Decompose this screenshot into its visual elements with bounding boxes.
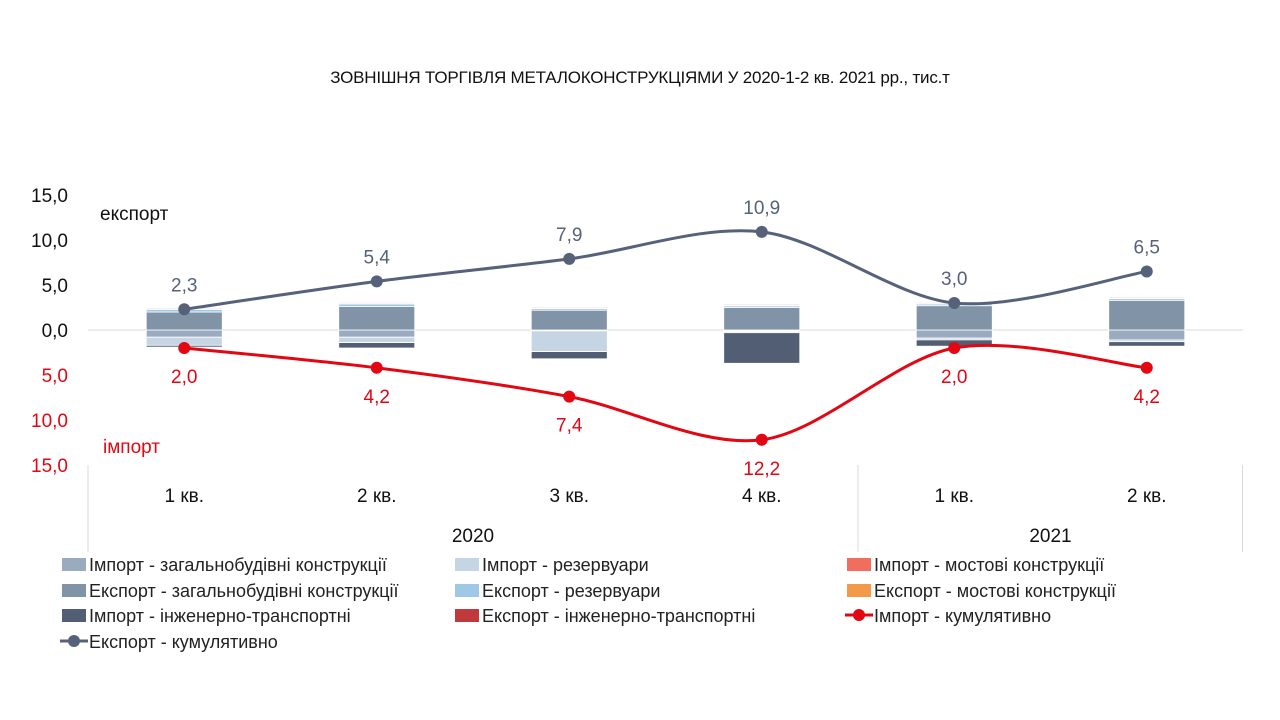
cumulative-lines	[178, 225, 1153, 446]
legend-label: Імпорт - кумулятивно	[874, 606, 1051, 626]
data-label: 2,0	[171, 367, 197, 388]
legend-item: Імпорт - кумулятивно	[845, 606, 1051, 626]
data-label: 6,5	[1134, 238, 1160, 259]
y-tick-label: 10,0	[31, 411, 68, 432]
bar-segment	[145, 329, 223, 338]
line-point	[755, 225, 768, 238]
legend: Імпорт - загальнобудівні конструкції Імпо…	[60, 555, 1116, 652]
legend-label: Експорт - кумулятивно	[89, 632, 278, 652]
bar-segment	[530, 309, 608, 331]
bar-segment	[915, 305, 993, 331]
line-point	[178, 303, 191, 316]
legend-swatch	[455, 558, 479, 571]
x-tick-label: 1 кв.	[934, 486, 974, 507]
export-axis-annotation: експорт	[100, 204, 169, 225]
axes: 15,0 10,0 5,0 0,0 5,0 10,0 15,0 експорт імпорт 1 …	[31, 186, 1243, 552]
y-tick-label: 15,0	[31, 456, 68, 477]
bar-segment	[338, 329, 416, 338]
data-label: 5,4	[364, 247, 391, 268]
data-label: 4,2	[1134, 387, 1160, 408]
line-point	[948, 342, 961, 354]
line-point	[178, 342, 191, 354]
data-label: 3,0	[941, 269, 967, 290]
y-tick-label: 5,0	[42, 366, 68, 387]
legend-item: Експорт - мостові конструкції	[847, 581, 1116, 601]
legend-swatch	[455, 609, 479, 622]
bar-segment	[338, 306, 416, 331]
x-tick-label: 1 кв.	[164, 486, 204, 507]
line-point	[755, 433, 768, 446]
data-label: 7,9	[556, 225, 582, 246]
data-label: 4,2	[364, 387, 390, 408]
legend-label: Експорт - резервуари	[482, 581, 660, 601]
legend-item: Імпорт - інженерно-транспортні	[62, 606, 351, 626]
line-point	[948, 297, 961, 309]
import-axis-annotation: імпорт	[103, 437, 160, 458]
bar-segment	[723, 303, 801, 306]
data-labels: 2,0 4,2 7,4 12,2 2,0 4,2 2,3 5,4 7,9 10,9 3,0 6,5	[171, 198, 1160, 480]
bar-segment	[723, 307, 801, 331]
x-tick-label: 3 кв.	[549, 486, 589, 507]
legend-swatch	[62, 584, 86, 597]
bar-segment	[1108, 296, 1186, 299]
bar-segment	[338, 302, 416, 304]
legend-label: Імпорт - інженерно-транспортні	[89, 606, 351, 626]
data-label: 2,0	[941, 367, 967, 388]
data-label: 12,2	[743, 459, 780, 480]
bar-segment	[1108, 329, 1186, 341]
legend-swatch	[455, 584, 479, 597]
x-tick-label: 2 кв.	[357, 486, 397, 507]
legend-label: Експорт - інженерно-транспортні	[482, 606, 755, 626]
x-tick-label: 4 кв.	[742, 486, 782, 507]
data-label: 2,3	[171, 275, 197, 296]
legend-swatch-marker	[68, 635, 80, 647]
legend-label: Імпорт - мостові конструкції	[874, 555, 1104, 575]
legend-label: Експорт - загальнобудівні конструкції	[89, 581, 399, 601]
line-point	[370, 275, 383, 288]
legend-item: Експорт - резервуари	[455, 581, 660, 601]
legend-swatch	[847, 584, 871, 597]
legend-item: Імпорт - загальнобудівні конструкції	[62, 555, 387, 575]
line-point	[1140, 265, 1153, 278]
year-label: 2021	[1029, 526, 1071, 547]
legend-label: Імпорт - загальнобудівні конструкції	[89, 555, 387, 575]
legend-label: Експорт - мостові конструкції	[874, 581, 1116, 601]
data-label: 7,4	[556, 416, 583, 437]
line-point	[563, 390, 576, 403]
legend-swatch	[847, 558, 871, 571]
chart-title: ЗОВНІШНЯ ТОРГІВЛЯ МЕТАЛОКОНСТРУКЦІЯМИ У …	[330, 68, 950, 87]
legend-item: Експорт - загальнобудівні конструкції	[62, 581, 399, 601]
legend-label: Імпорт - резервуари	[482, 555, 649, 575]
legend-item: Імпорт - резервуари	[455, 555, 649, 575]
legend-swatch-marker	[853, 609, 865, 621]
cumulative-line	[184, 343, 1147, 443]
data-label: 10,9	[743, 198, 780, 219]
year-label: 2020	[452, 526, 494, 547]
y-tick-label: 10,0	[31, 231, 68, 252]
y-tick-label: 5,0	[42, 276, 68, 297]
legend-item: Імпорт - мостові конструкції	[847, 555, 1104, 575]
bar-segment	[530, 351, 608, 360]
legend-item: Експорт - інженерно-транспортні	[455, 606, 755, 626]
y-tick-label: 0,0	[42, 321, 68, 342]
bar-segment	[338, 336, 416, 344]
legend-swatch	[62, 609, 86, 622]
legend-swatch	[62, 558, 86, 571]
line-point	[1140, 361, 1153, 374]
bar-segment	[1108, 299, 1186, 331]
legend-item: Експорт - кумулятивно	[60, 632, 278, 652]
bar-segment	[530, 330, 608, 352]
line-point	[563, 252, 576, 265]
bar-segment	[1108, 341, 1186, 347]
cumulative-line	[184, 229, 1147, 311]
bar-segment	[338, 342, 416, 349]
x-tick-label: 2 кв.	[1127, 486, 1167, 507]
line-point	[370, 361, 383, 374]
bar-segment	[530, 306, 608, 309]
bar-segment	[915, 329, 993, 339]
bar-segment	[723, 332, 801, 364]
y-tick-label: 15,0	[31, 186, 68, 207]
